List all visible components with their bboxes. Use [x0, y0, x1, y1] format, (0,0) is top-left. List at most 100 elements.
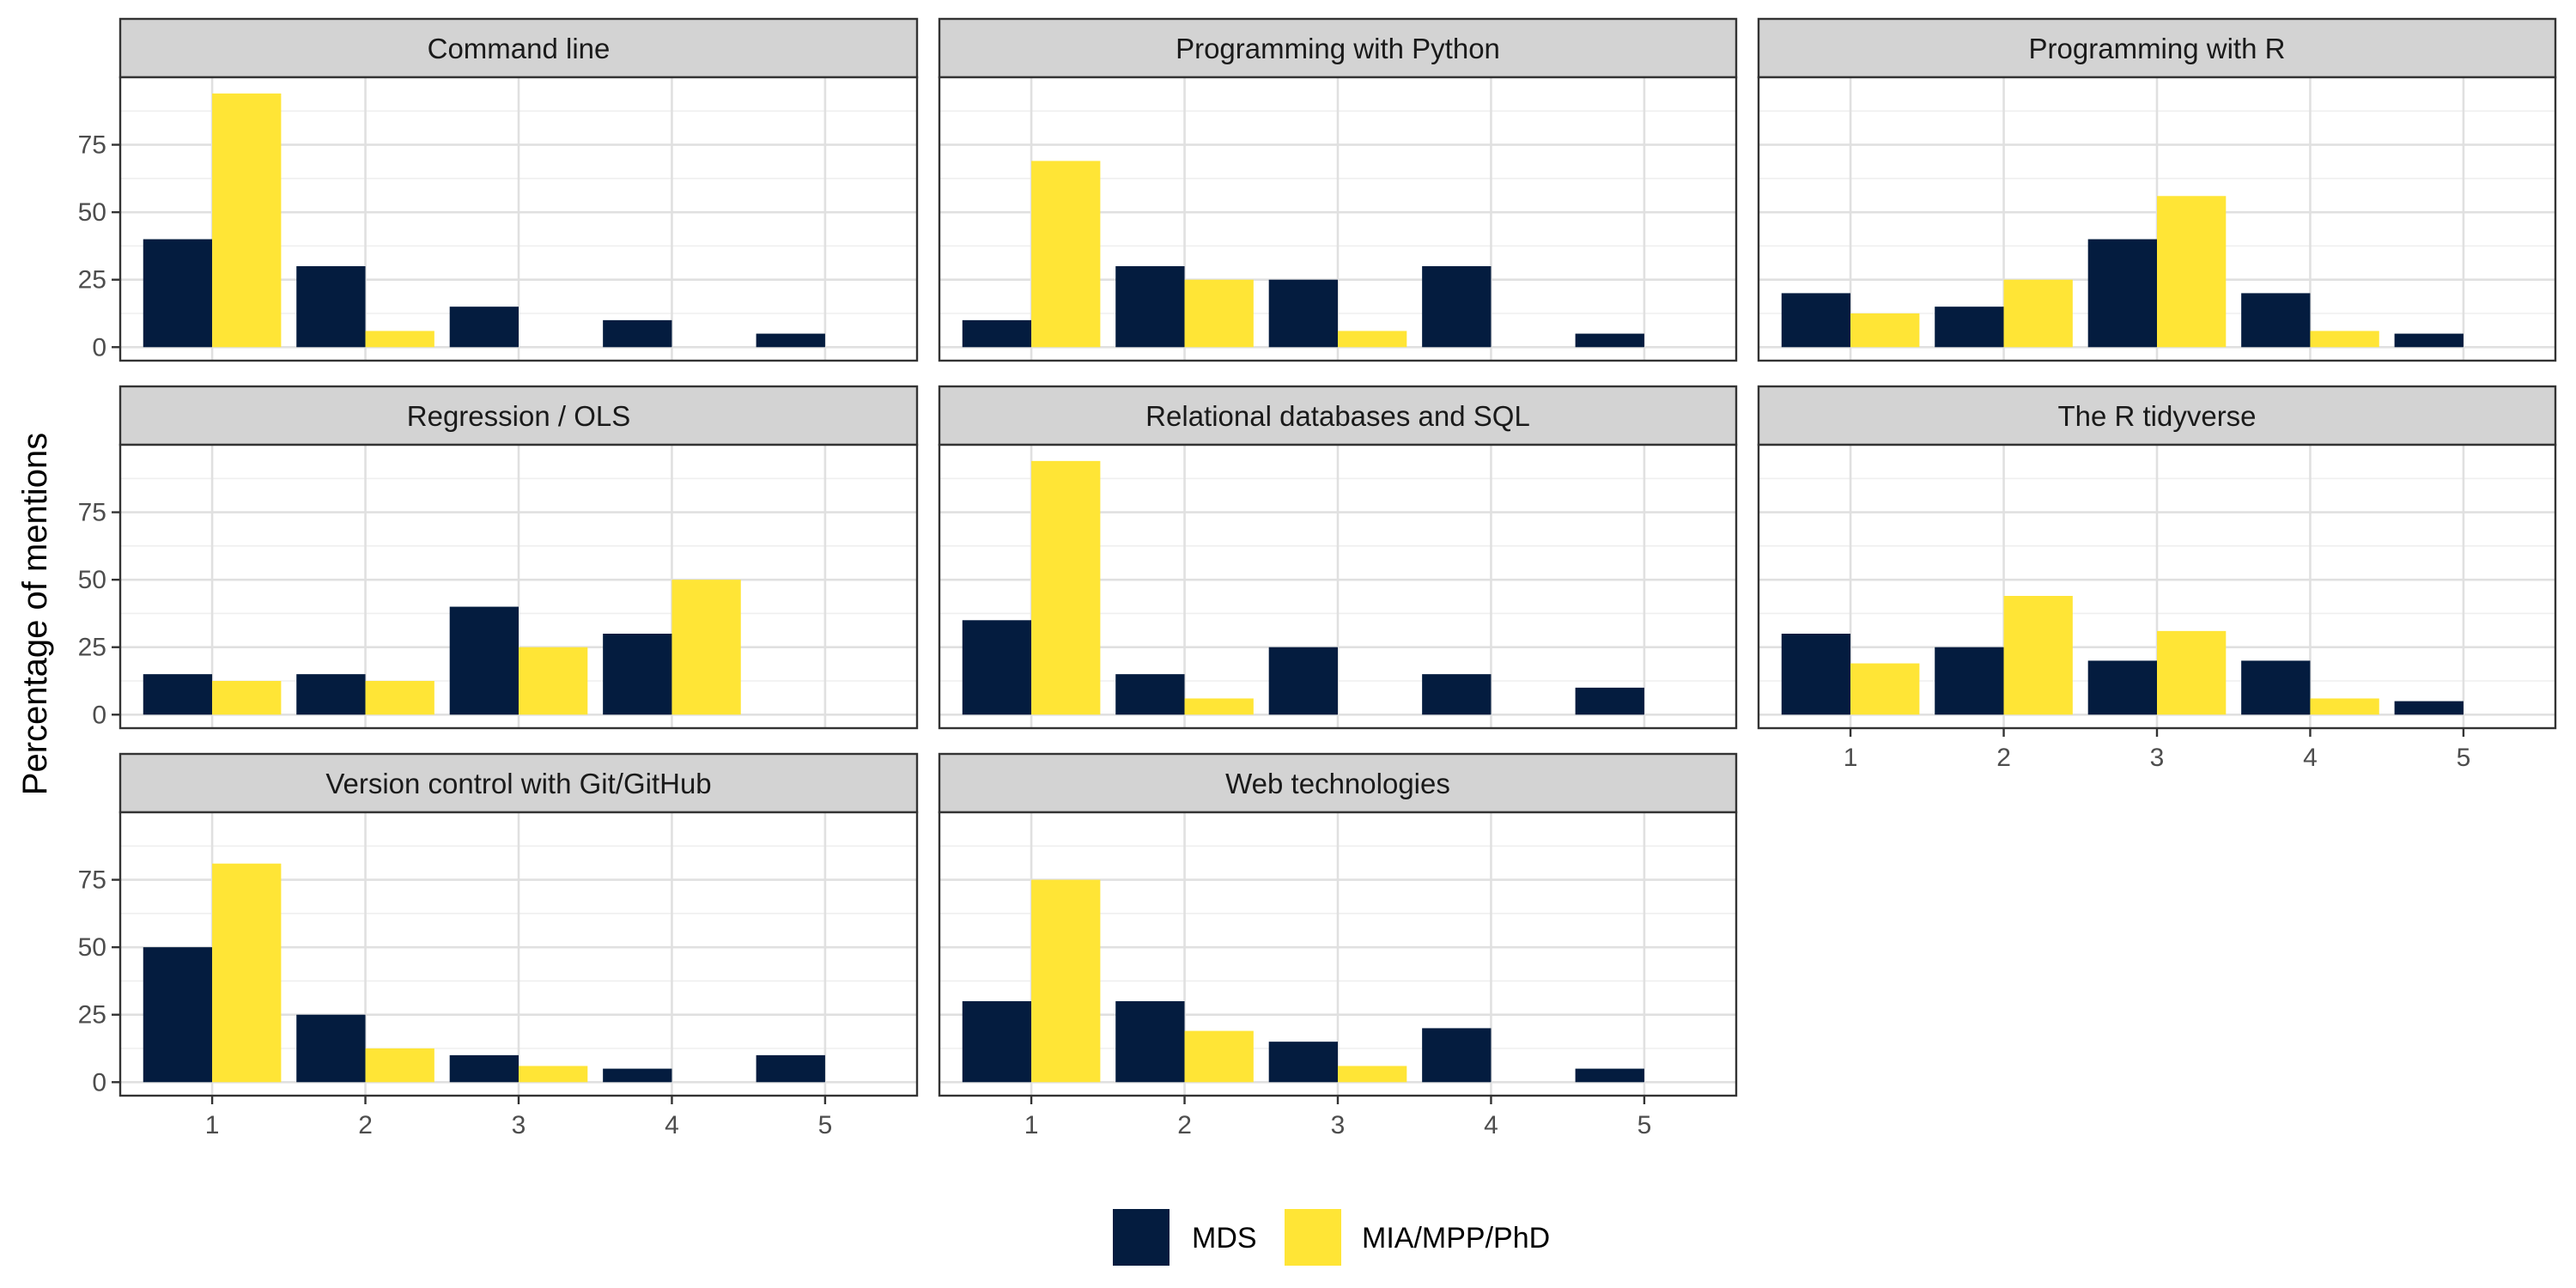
panel-border [118, 443, 919, 730]
bar [2310, 331, 2379, 348]
bar [2003, 596, 2073, 715]
x-tick-label: 1 [1024, 1111, 1039, 1139]
facet-panel: Relational databases and SQL [938, 385, 1738, 730]
bar [449, 606, 519, 715]
bar [1850, 663, 1920, 715]
bar [1781, 634, 1851, 715]
x-tick-label: 4 [665, 1111, 679, 1139]
facet-strip [938, 385, 1738, 447]
bar [1575, 333, 1644, 348]
x-tick-label: 2 [1996, 744, 2011, 772]
bar [1184, 1030, 1254, 1083]
facet-strip [1757, 385, 2557, 447]
bar [212, 863, 282, 1083]
legend-label: MIA/MPP/PhD [1362, 1222, 1550, 1255]
bar [1338, 1066, 1407, 1083]
bar [1268, 279, 1338, 348]
bar [2394, 333, 2464, 348]
bar [449, 1054, 519, 1083]
y-tick-label: 50 [78, 933, 106, 962]
bar [962, 620, 1032, 715]
y-axis-title: Percentage of mentions [16, 433, 54, 795]
bar [1935, 307, 2004, 348]
facet-strip [118, 385, 919, 447]
y-tick-label: 0 [92, 333, 106, 361]
bar [1115, 674, 1185, 715]
x-tick-label: 5 [818, 1111, 833, 1139]
x-tick-label: 2 [1177, 1111, 1192, 1139]
y-tick-label: 75 [78, 131, 106, 160]
bar [756, 333, 825, 348]
bar [1575, 1068, 1644, 1083]
facet-strip [938, 17, 1738, 79]
bar [1184, 279, 1254, 348]
bar [1781, 293, 1851, 348]
bar [365, 681, 434, 715]
facet-panel: Web technologies 1 2 3 4 5 [938, 752, 1738, 1139]
x-tick-label: 3 [1331, 1111, 1346, 1139]
bar [519, 1066, 588, 1083]
x-tick-label: 3 [512, 1111, 526, 1139]
y-tick-label: 25 [78, 1001, 106, 1030]
panel-border [938, 76, 1738, 362]
bar [296, 266, 366, 348]
bar [2087, 239, 2157, 348]
bar [2394, 701, 2464, 715]
bar [1184, 698, 1254, 715]
bar [1031, 879, 1101, 1083]
facet-title: Programming with R [2029, 33, 2286, 64]
bar [671, 580, 741, 715]
y-tick-label: 75 [78, 866, 106, 895]
legend: MDS MIA/MPP/PhD [1113, 1209, 1550, 1266]
bar [143, 947, 213, 1083]
x-tick-label: 2 [358, 1111, 373, 1139]
bar [212, 93, 282, 348]
bar [2241, 293, 2311, 348]
bar [449, 307, 519, 348]
bar [756, 1054, 825, 1083]
facet-title: Web technologies [1225, 768, 1450, 799]
bar [365, 331, 434, 348]
legend-key [1113, 1209, 1170, 1266]
y-tick-label: 75 [78, 499, 106, 527]
bar [1422, 266, 1492, 348]
legend-key [1285, 1209, 1341, 1266]
bar [603, 634, 672, 715]
facet-strip [1757, 17, 2557, 79]
facet-panel: Regression / OLS 0 25 50 75 [78, 385, 919, 730]
bar [143, 239, 213, 348]
bar [962, 319, 1032, 348]
y-tick-label: 50 [78, 198, 106, 227]
panel-border [1757, 76, 2557, 362]
facet-panel: Programming with Python [938, 17, 1738, 362]
bar [519, 647, 588, 715]
legend-label: MDS [1192, 1222, 1257, 1255]
facet-panel: Programming with R [1757, 17, 2557, 362]
bar [1268, 1042, 1338, 1083]
facet-title: Regression / OLS [407, 400, 630, 432]
bar [1031, 161, 1101, 348]
bar [212, 681, 282, 715]
panel-border [938, 443, 1738, 730]
y-tick-label: 50 [78, 566, 106, 594]
x-tick-label: 5 [2457, 744, 2471, 772]
bar [603, 1068, 672, 1083]
bar [1338, 331, 1407, 348]
facet-title: Command line [428, 33, 611, 64]
facet-title: Relational databases and SQL [1145, 400, 1530, 432]
bar [1268, 647, 1338, 715]
facet-panel: The R tidyverse 1 2 3 4 5 [1757, 385, 2557, 772]
bar [2157, 196, 2227, 348]
x-tick-label: 1 [205, 1111, 220, 1139]
y-tick-label: 25 [78, 266, 106, 295]
facet-panel: Command line 0 25 50 75 [78, 17, 919, 361]
bar [2241, 660, 2311, 715]
bar [143, 674, 213, 715]
bar [1115, 266, 1185, 348]
bar [1575, 687, 1644, 715]
bar [365, 1048, 434, 1083]
facet-title: Version control with Git/GitHub [325, 768, 711, 799]
